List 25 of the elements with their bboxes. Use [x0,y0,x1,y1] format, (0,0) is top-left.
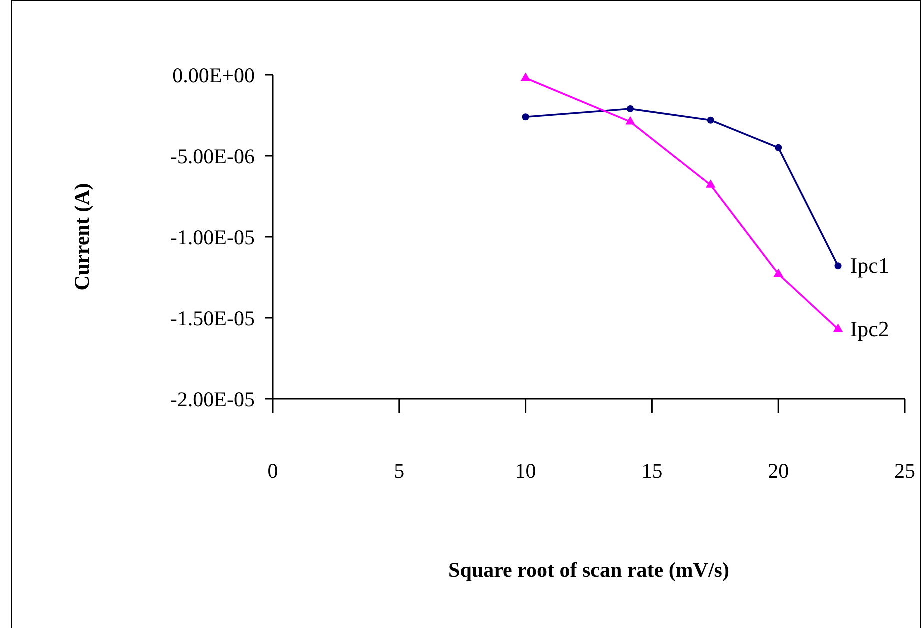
point [775,144,782,152]
point [522,114,530,121]
series-label: Ipc1 [850,253,890,278]
x-tick-label: 5 [394,459,405,483]
y-tick-label: -1.00E-05 [170,225,255,250]
x-tick-label: 10 [515,459,536,483]
x-tick-label: 20 [768,459,790,483]
y-tick-label: -5.00E-06 [170,144,255,168]
x-tick-label: 25 [894,459,916,483]
point [834,262,842,270]
point [626,106,634,113]
point [774,268,784,278]
series-label: Ipc2 [850,316,890,342]
point [706,180,716,188]
y-tick-label: -1.50E-05 [170,306,255,330]
point [520,72,531,82]
point [833,324,844,332]
y-axis-title: Current (A) [70,183,94,291]
point [707,116,714,124]
point [626,116,636,125]
x-axis-title: Square root of scan rate (mV/s) [448,558,730,582]
x-tick-label: 0 [268,459,278,483]
x-tick-label: 15 [642,459,663,483]
y-tick-label: 0.00E+00 [172,63,255,88]
y-tick-label: -2.00E-05 [170,387,255,412]
